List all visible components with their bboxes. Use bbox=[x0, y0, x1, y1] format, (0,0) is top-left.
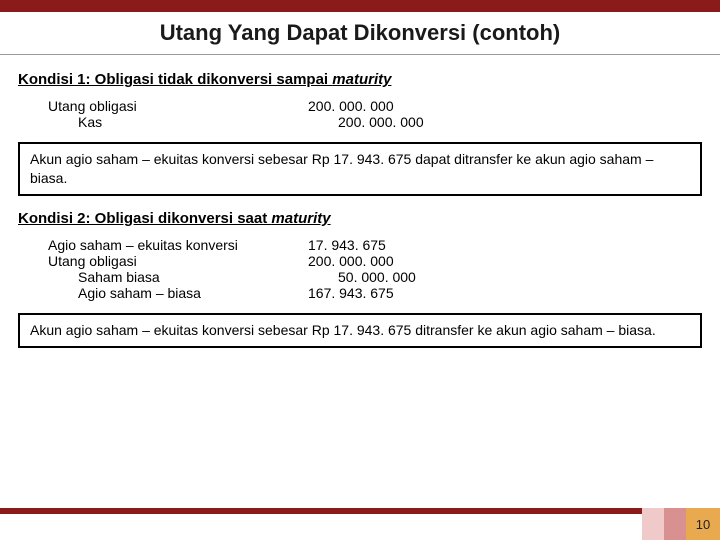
kondisi1-heading: Kondisi 1: Obligasi tidak dikonversi sam… bbox=[18, 71, 702, 88]
entry-label: Kas bbox=[48, 114, 308, 130]
entry-label: Saham biasa bbox=[48, 269, 308, 285]
entry-label: Utang obligasi bbox=[48, 98, 308, 114]
footer-blocks: 10 bbox=[642, 508, 720, 540]
page-number-text: 10 bbox=[696, 517, 710, 532]
footer-block-2 bbox=[664, 508, 686, 540]
kondisi1-heading-prefix: Kondisi 1: Obligasi tidak dikonversi sam… bbox=[18, 71, 332, 88]
footer-block-1 bbox=[642, 508, 664, 540]
kondisi2-heading: Kondisi 2: Obligasi dikonversi saat matu… bbox=[18, 210, 702, 227]
kondisi1-note: Akun agio saham – ekuitas konversi sebes… bbox=[18, 142, 702, 196]
footer-line bbox=[0, 508, 720, 514]
entry-amount: 200. 000. 000 bbox=[308, 98, 428, 114]
journal-entry-row: Kas200. 000. 000 bbox=[48, 114, 702, 130]
journal-entry-row: Utang obligasi200. 000. 000 bbox=[48, 98, 702, 114]
footer: 10 bbox=[0, 508, 720, 540]
entry-amount: 200. 000. 000 bbox=[308, 253, 428, 269]
page-number: 10 bbox=[686, 508, 720, 540]
entry-amount: 167. 943. 675 bbox=[308, 285, 428, 301]
journal-entry-row: Agio saham – ekuitas konversi 17. 943. 6… bbox=[48, 237, 702, 253]
kondisi2-heading-italic: maturity bbox=[271, 210, 330, 227]
entry-label: Agio saham – biasa bbox=[48, 285, 308, 301]
entry-amount: 200. 000. 000 bbox=[308, 114, 428, 130]
slide-content: Kondisi 1: Obligasi tidak dikonversi sam… bbox=[0, 55, 720, 372]
kondisi2-note: Akun agio saham – ekuitas konversi sebes… bbox=[18, 313, 702, 348]
kondisi2-heading-prefix: Kondisi 2: Obligasi dikonversi saat bbox=[18, 210, 271, 227]
kondisi1-heading-italic: maturity bbox=[332, 71, 391, 88]
top-brand-bar bbox=[0, 0, 720, 12]
journal-entry-row: Agio saham – biasa167. 943. 675 bbox=[48, 285, 702, 301]
entry-label: Agio saham – ekuitas konversi bbox=[48, 237, 308, 253]
kondisi1-entries: Utang obligasi200. 000. 000Kas200. 000. … bbox=[48, 98, 702, 130]
slide-title: Utang Yang Dapat Dikonversi (contoh) bbox=[0, 12, 720, 55]
journal-entry-row: Utang obligasi200. 000. 000 bbox=[48, 253, 702, 269]
entry-label: Utang obligasi bbox=[48, 253, 308, 269]
entry-amount: 17. 943. 675 bbox=[308, 237, 428, 253]
journal-entry-row: Saham biasa 50. 000. 000 bbox=[48, 269, 702, 285]
kondisi2-entries: Agio saham – ekuitas konversi 17. 943. 6… bbox=[48, 237, 702, 301]
entry-amount: 50. 000. 000 bbox=[308, 269, 428, 285]
